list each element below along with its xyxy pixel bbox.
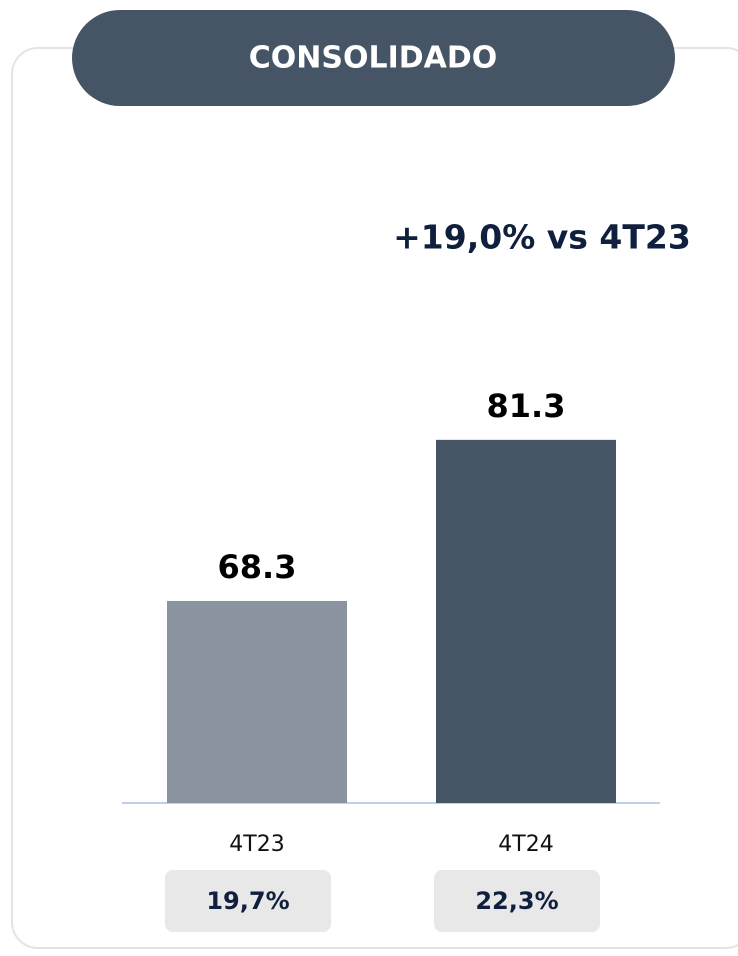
x-tick-label: 4T24 xyxy=(498,832,553,857)
footnote: 22,3% xyxy=(475,887,558,915)
header-pill xyxy=(72,10,675,106)
annotation: +19,0% vs 4T23 xyxy=(393,218,691,257)
footnote-box xyxy=(434,870,600,932)
value-label: 68.3 xyxy=(218,548,297,586)
chart-title: CONSOLIDADO xyxy=(249,41,498,76)
footnote-box xyxy=(165,870,331,932)
bar xyxy=(436,439,616,803)
value-label: 81.3 xyxy=(487,387,566,425)
bar xyxy=(167,600,347,803)
footnote: 19,7% xyxy=(206,887,289,915)
card xyxy=(11,47,738,949)
x-tick-label: 4T23 xyxy=(229,832,284,857)
